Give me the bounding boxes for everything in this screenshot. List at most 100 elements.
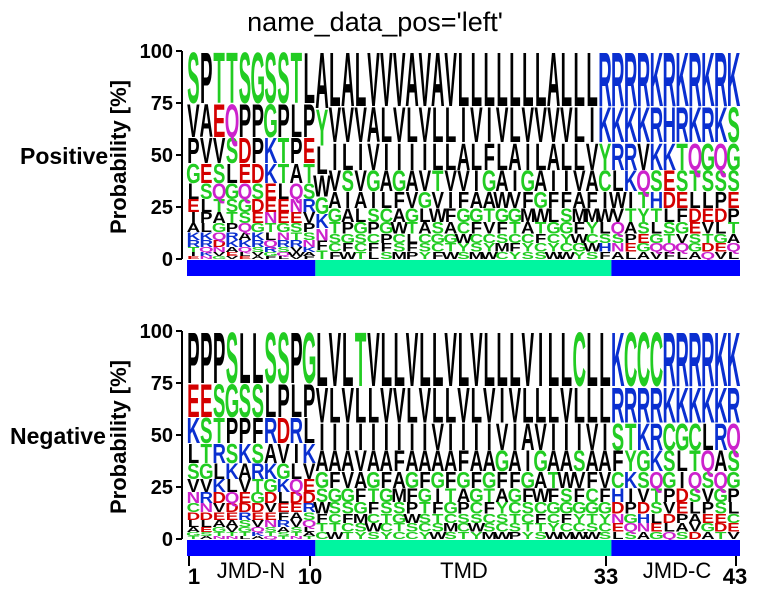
logo-letter: M: [391, 486, 407, 507]
logo-letter: P: [277, 374, 289, 428]
logo-letter: L: [303, 39, 314, 120]
logo-letter: S: [612, 232, 625, 247]
logo-letter: W: [313, 499, 331, 518]
logo-letter: F: [676, 206, 687, 227]
logo-letter: A: [225, 519, 239, 530]
logo-letter: V: [290, 255, 302, 260]
logo-letter: E: [727, 522, 739, 535]
logo-letter: D: [290, 490, 304, 507]
logo-letter: L: [406, 99, 417, 155]
logo-letter: A: [238, 231, 252, 243]
logo-letter: L: [702, 417, 713, 459]
logo-letter: S: [342, 166, 354, 198]
logo-letter: V: [650, 250, 662, 262]
logo-letter: G: [662, 467, 677, 494]
logo-letter: F: [445, 467, 456, 494]
logo-letter: T: [535, 219, 547, 238]
logo-letter: S: [419, 512, 432, 527]
logo-letter: G: [302, 319, 317, 400]
logo-letter: R: [251, 239, 265, 250]
logo-letter: M: [520, 206, 536, 227]
logo-letter: S: [560, 206, 572, 227]
logo-letter: C: [328, 512, 342, 527]
logo-letter: I: [525, 446, 530, 478]
logo-letter: S: [264, 319, 276, 400]
logo-letter: G: [533, 446, 548, 478]
logo-letter: L: [599, 219, 611, 238]
logo-letter: E: [727, 187, 739, 214]
logo-letter: A: [431, 446, 445, 478]
logo-letter: A: [315, 38, 329, 126]
logo-letter: C: [572, 522, 586, 535]
logo-letter: I: [564, 417, 569, 459]
logo-letter: L: [651, 512, 663, 527]
logo-letter: Q: [649, 467, 664, 494]
logo-letter: L: [188, 180, 199, 205]
logo-letter: R: [302, 502, 316, 515]
logo-letter: K: [264, 460, 278, 485]
logo-letter: G: [443, 499, 458, 518]
logo-letter: G: [495, 206, 510, 227]
logo-letter: F: [316, 512, 328, 527]
logo-letter: C: [470, 499, 484, 518]
logo-letter: T: [278, 535, 290, 540]
logo-letter: S: [714, 166, 726, 198]
logo-letter: G: [263, 251, 278, 257]
logo-letter: L: [291, 460, 302, 485]
logo-letter: I: [384, 137, 389, 179]
logo-letter: T: [535, 522, 547, 535]
logo-letter: V: [612, 206, 625, 227]
logo-letter: P: [342, 219, 355, 238]
logo-letter: S: [251, 440, 264, 470]
logo-letter: L: [381, 99, 392, 155]
logo-letter: L: [535, 379, 546, 435]
logo-letter: V: [599, 467, 612, 494]
logo-letter: H: [662, 99, 676, 155]
logo-letter: S: [522, 499, 534, 518]
logo-letter: V: [419, 166, 432, 198]
logo-letter: W: [287, 251, 306, 257]
logo-letter: P: [277, 94, 289, 148]
logo-letter: F: [535, 232, 547, 247]
logo-letter: W: [493, 530, 512, 542]
logo-letter: D: [701, 242, 715, 255]
logo-letter: L: [291, 374, 302, 428]
logo-letter: N: [611, 242, 625, 255]
logo-letter: A: [457, 486, 471, 507]
logo-letter: S: [470, 242, 482, 255]
logo-letter: W: [583, 242, 601, 255]
logo-letter: T: [715, 530, 727, 542]
logo-letter: E: [689, 219, 701, 238]
logo-letter: D: [714, 522, 728, 535]
logo-letter: F: [496, 467, 507, 494]
logo-letter: S: [663, 446, 675, 478]
logo-letter: V: [457, 166, 470, 198]
logo-letter: A: [585, 446, 599, 478]
logo-letter: L: [329, 379, 340, 435]
logo-letter: V: [239, 475, 252, 496]
logo-letter: Q: [212, 231, 227, 243]
logo-letter: D: [302, 490, 316, 507]
logo-letter: L: [226, 475, 237, 496]
y-tick-label: 100: [140, 321, 173, 343]
logo-letter: Q: [662, 530, 677, 542]
logo-letter: C: [380, 206, 394, 227]
logo-letter: K: [238, 239, 252, 250]
logo-letter: T: [213, 195, 225, 216]
logo-letter: W: [390, 219, 408, 238]
logo-letter: T: [226, 210, 238, 227]
logo-letter: V: [522, 316, 535, 403]
logo-letter: T: [329, 219, 341, 238]
logo-letter: V: [560, 379, 572, 435]
logo-letter: E: [277, 195, 290, 216]
logo-letter: Q: [263, 535, 278, 540]
logo-letter: S: [560, 486, 572, 507]
logo-letter: F: [586, 187, 597, 214]
logo-letter: L: [561, 36, 572, 123]
logo-letter: A: [675, 522, 689, 535]
logo-letter: K: [701, 379, 715, 435]
logo-letter: Q: [250, 526, 265, 534]
logo-letter: L: [342, 316, 353, 403]
region-bar-tmd: [315, 540, 612, 556]
logo-letter: Y: [380, 530, 392, 542]
